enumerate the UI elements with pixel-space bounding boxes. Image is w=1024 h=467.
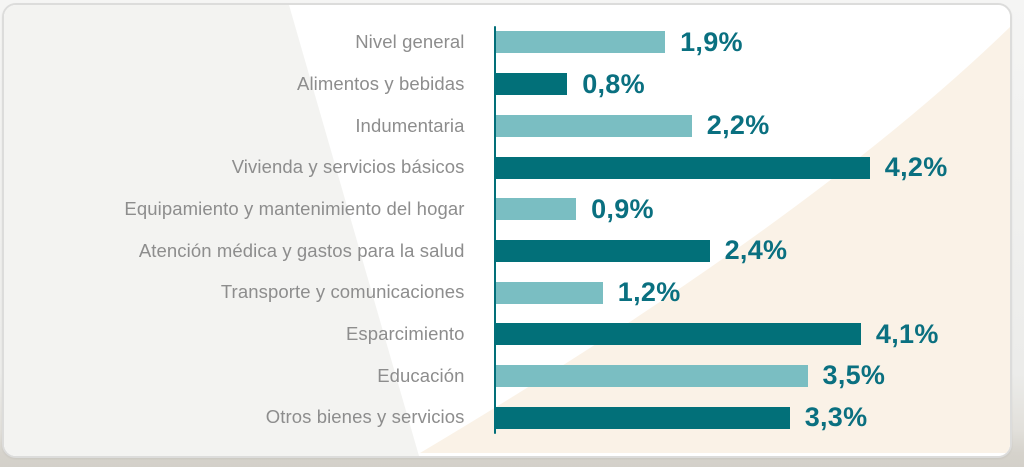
category-label: Atención médica y gastos para la salud xyxy=(138,239,465,261)
category-label: Vivienda y servicios básicos xyxy=(231,156,465,178)
bar xyxy=(496,281,603,304)
bar xyxy=(496,323,861,346)
category-label: Educación xyxy=(377,364,465,386)
bar xyxy=(496,364,808,387)
chart-row: Vivienda y servicios básicos 4,2% xyxy=(4,147,1010,189)
bar-chart: Nivel general 1,9% Alimentos y bebidas 0… xyxy=(4,5,1010,456)
chart-row: Indumentaria 2,2% xyxy=(4,105,1010,147)
chart-row: Alimentos y bebidas 0,8% xyxy=(4,63,1010,105)
value-label: 2,4% xyxy=(724,235,788,266)
category-label: Esparcimiento xyxy=(345,323,465,344)
category-label: Nivel general xyxy=(355,31,465,53)
value-label: 4,2% xyxy=(884,152,948,182)
bar xyxy=(496,73,568,96)
chart-row: Educación 3,5% xyxy=(4,355,1010,397)
bar xyxy=(496,198,577,221)
y-axis-line xyxy=(493,26,496,434)
bar xyxy=(496,406,790,429)
category-label: Otros bienes y servicios xyxy=(265,406,465,428)
chart-row: Atención médica y gastos para la salud 2… xyxy=(4,230,1010,272)
category-label: Alimentos y bebidas xyxy=(297,72,465,94)
bar xyxy=(496,31,666,54)
category-label: Transporte y comunicaciones xyxy=(220,281,465,303)
bar xyxy=(496,114,692,137)
bar xyxy=(496,239,710,262)
category-label: Indumentaria xyxy=(355,114,465,136)
value-label: 4,1% xyxy=(875,318,939,349)
chart-card: Nivel general 1,9% Alimentos y bebidas 0… xyxy=(2,3,1012,458)
chart-row: Otros bienes y servicios 3,3% xyxy=(4,397,1010,439)
value-label: 3,3% xyxy=(804,402,868,433)
chart-row: Esparcimiento 4,1% xyxy=(4,313,1010,355)
bar xyxy=(496,156,870,179)
value-label: 1,9% xyxy=(680,26,743,57)
value-label: 1,2% xyxy=(617,277,681,308)
category-label: Equipamiento y mantenimiento del hogar xyxy=(124,197,465,219)
chart-row: Nivel general 1,9% xyxy=(4,22,1010,64)
chart-rows: Nivel general 1,9% Alimentos y bebidas 0… xyxy=(4,5,1010,438)
chart-row: Equipamiento y mantenimiento del hogar 0… xyxy=(4,188,1010,230)
value-label: 0,9% xyxy=(591,193,654,224)
value-label: 0,8% xyxy=(582,68,645,99)
value-label: 3,5% xyxy=(822,360,886,391)
value-label: 2,2% xyxy=(706,110,770,141)
chart-row: Transporte y comunicaciones 1,2% xyxy=(4,272,1010,314)
